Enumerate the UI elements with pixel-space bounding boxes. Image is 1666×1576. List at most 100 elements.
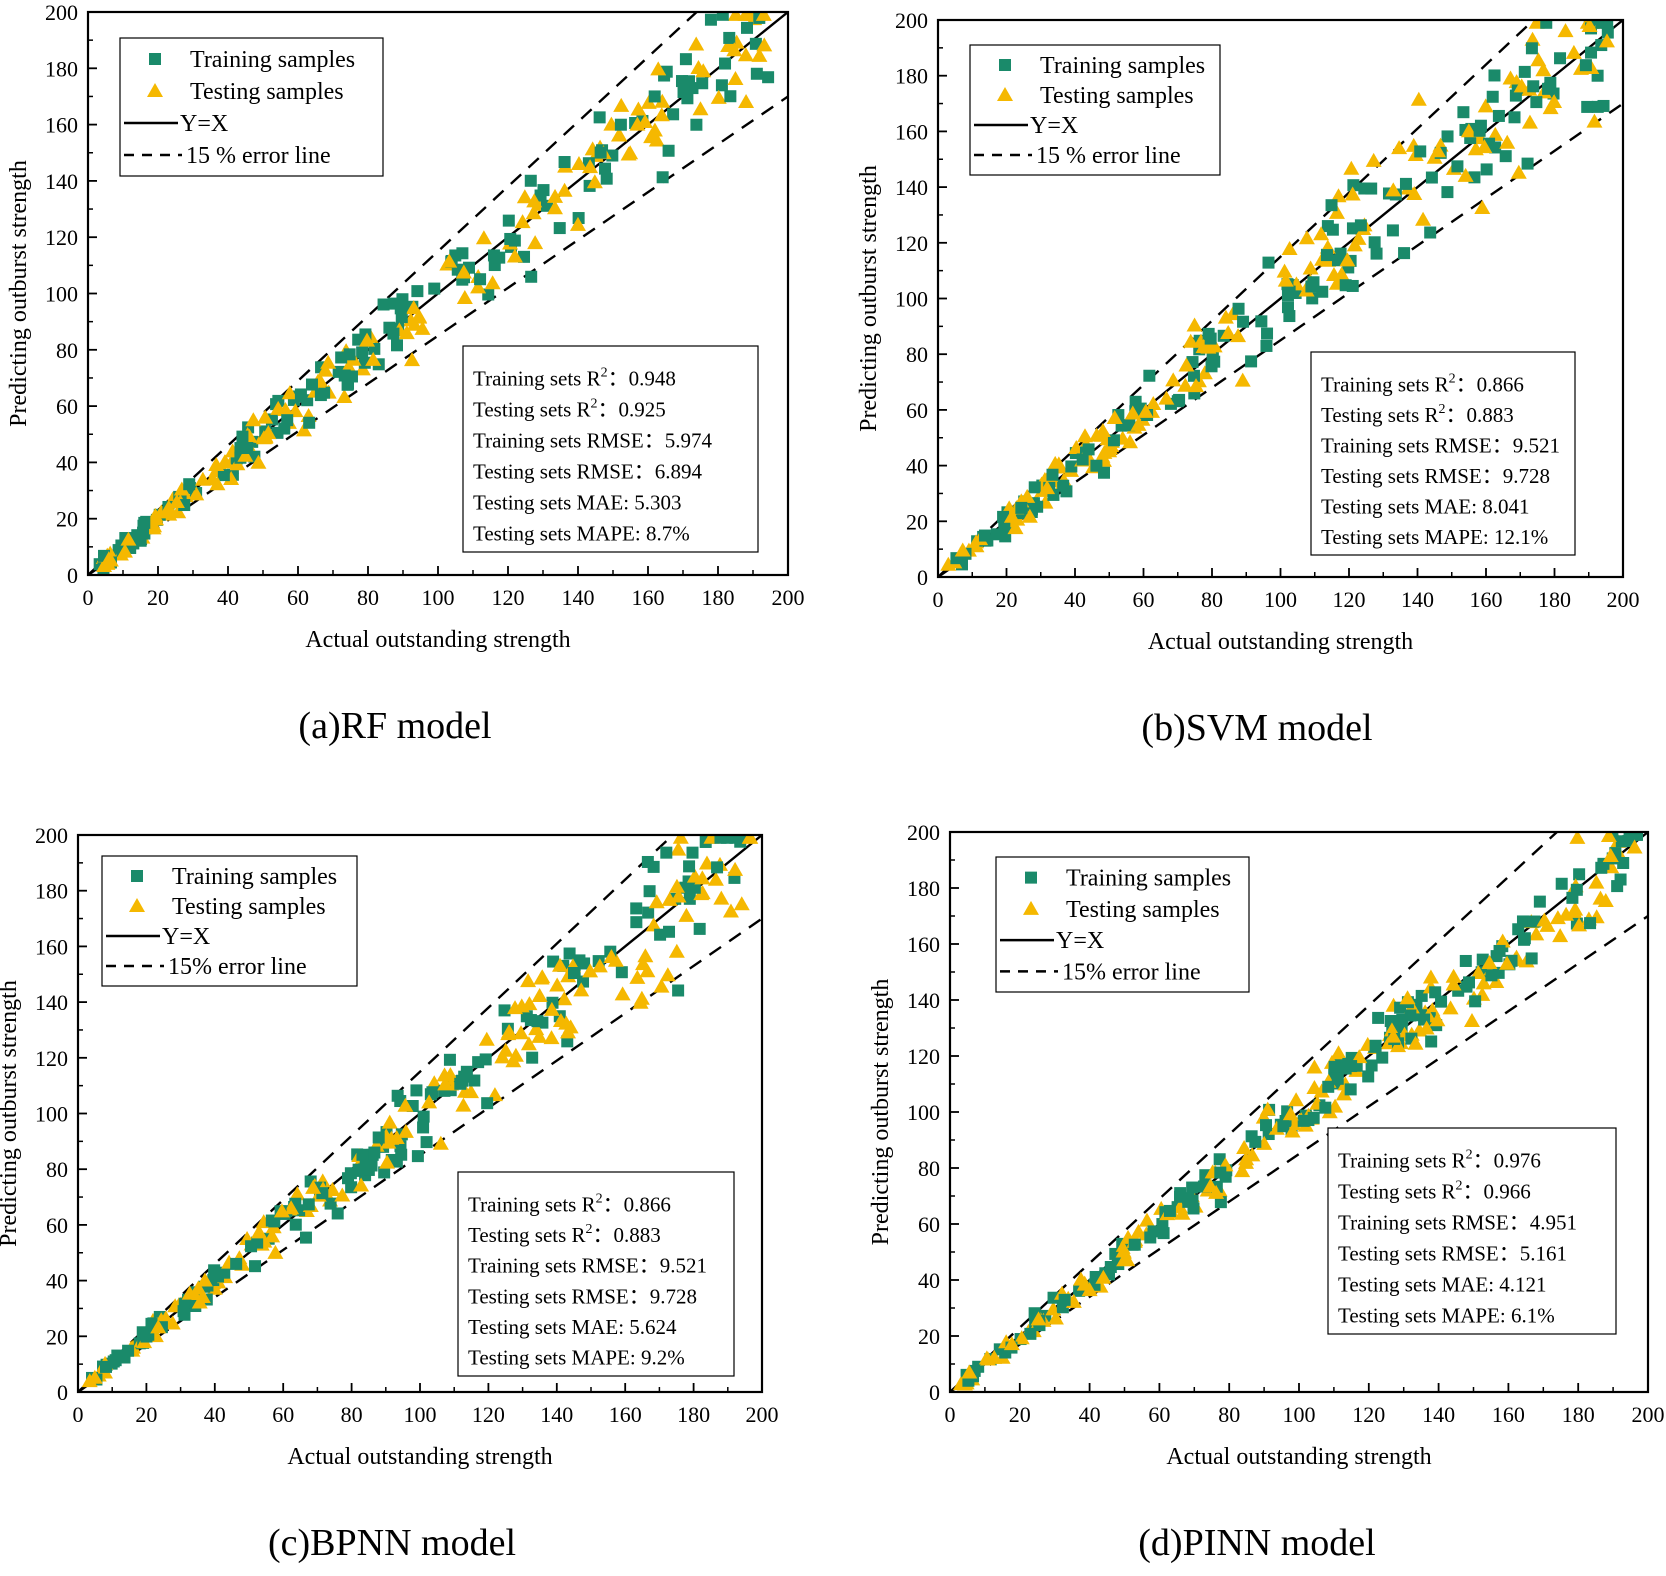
testing-point <box>678 907 695 922</box>
training-point <box>1463 976 1476 989</box>
training-point <box>99 1360 112 1373</box>
y-tick-label: 60 <box>56 394 78 419</box>
testing-point <box>558 1015 575 1030</box>
stat-train-r2: Training sets R2：0.866 <box>468 1191 671 1216</box>
training-point <box>1024 1327 1037 1340</box>
testing-point <box>1581 20 1598 33</box>
y-tick-label: 20 <box>906 509 928 534</box>
testing-point <box>194 471 211 486</box>
testing-point <box>1385 182 1402 197</box>
training-point <box>547 955 560 968</box>
stat-test-r2: Testing sets R2：0.883 <box>1321 402 1514 427</box>
training-point <box>567 967 580 980</box>
training-point <box>683 860 696 873</box>
training-point <box>688 881 701 894</box>
testing-point <box>1399 990 1416 1005</box>
training-point <box>1493 944 1506 957</box>
testing-point <box>1350 230 1367 245</box>
training-point <box>656 171 669 184</box>
training-point <box>615 966 628 979</box>
x-tick-label: 120 <box>1333 587 1366 612</box>
testing-point <box>1095 1269 1112 1284</box>
x-tick-label: 40 <box>204 1402 226 1427</box>
stat-label: Testing sets RMSE： <box>468 1284 650 1308</box>
plot-area <box>938 20 1623 577</box>
testing-point <box>559 1024 576 1039</box>
training-point <box>594 146 607 159</box>
testing-point <box>190 1280 207 1295</box>
testing-point <box>513 1025 530 1040</box>
stat-label: Testing sets MAE: <box>1321 494 1482 518</box>
training-point <box>563 947 576 960</box>
testing-point <box>1130 416 1147 431</box>
testing-point <box>1021 508 1038 523</box>
training-point <box>593 111 606 124</box>
testing-point <box>116 543 133 558</box>
training-point <box>1107 434 1120 447</box>
x-tick-label: 60 <box>1148 1402 1170 1427</box>
training-point <box>1480 163 1493 176</box>
training-point <box>1283 285 1296 298</box>
training-point <box>391 339 404 352</box>
testing-point <box>961 1364 978 1379</box>
testing-point <box>940 556 957 571</box>
legend-testing-label: Testing samples <box>190 79 344 105</box>
training-point <box>525 270 538 283</box>
x-tick-label: 40 <box>1079 1402 1101 1427</box>
panel-caption: (a)RF model <box>298 705 491 747</box>
testing-point <box>543 1030 560 1045</box>
training-point <box>1368 236 1381 249</box>
training-point <box>1237 315 1250 328</box>
training-point <box>245 1240 258 1253</box>
stat-label: Training sets R <box>468 1192 596 1216</box>
testing-point <box>1494 933 1511 948</box>
testing-point <box>1302 260 1319 275</box>
testing-point <box>336 389 353 404</box>
training-point <box>1173 393 1186 406</box>
stat-label: Testing sets R <box>1321 403 1439 427</box>
training-point <box>679 53 692 66</box>
training-point <box>302 1198 315 1211</box>
stat-train-r2: Training sets R2：0.948 <box>473 366 676 391</box>
stat-label: Training sets R <box>1338 1149 1466 1173</box>
testing-point <box>582 963 599 978</box>
testing-point <box>1429 1012 1446 1027</box>
testing-point <box>157 1310 174 1325</box>
training-point <box>1307 1111 1320 1124</box>
testing-point <box>404 352 421 367</box>
training-point <box>558 156 571 169</box>
testing-point <box>1475 975 1492 990</box>
training-point <box>356 346 369 359</box>
y-tick-label: 40 <box>906 454 928 479</box>
testing-point <box>1445 976 1462 991</box>
x-tick-label: 200 <box>1632 1402 1665 1427</box>
stat-train-rmse: Training sets RMSE：5.974 <box>473 429 713 453</box>
y-tick-label: 180 <box>45 56 78 81</box>
training-point <box>1297 1114 1310 1127</box>
training-point <box>1585 46 1598 59</box>
training-point <box>1425 171 1438 184</box>
testing-point <box>688 36 705 51</box>
testing-point <box>1499 134 1516 149</box>
x-tick-label: 80 <box>357 585 379 610</box>
testing-point <box>455 1097 472 1112</box>
y-axis-label: Predicting outburst strength <box>856 165 882 432</box>
testing-point <box>506 248 523 263</box>
testing-point <box>738 94 755 109</box>
training-point <box>1260 339 1273 352</box>
testing-point <box>670 888 687 903</box>
x-axis-label: Actual outstanding strength <box>305 627 570 653</box>
testing-point <box>255 430 272 445</box>
training-point <box>230 1257 243 1270</box>
training-point <box>1492 109 1505 122</box>
training-point <box>1307 276 1320 289</box>
stat-value: 8.7% <box>646 522 690 546</box>
y-tick-label: 40 <box>46 1269 68 1294</box>
training-point <box>1076 453 1089 466</box>
training-point <box>1554 52 1567 65</box>
training-point <box>1320 249 1333 262</box>
testing-point <box>1277 272 1294 287</box>
stat-label: Testing sets MAE: <box>1338 1273 1499 1297</box>
r2-separator: ： <box>598 398 619 422</box>
